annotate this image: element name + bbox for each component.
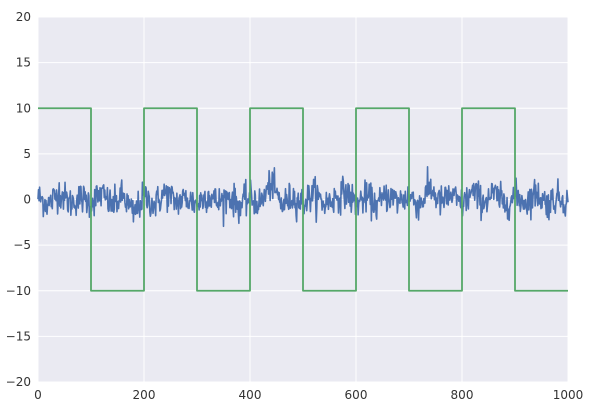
y-tick-label: −10 [6, 284, 31, 298]
series-square-wave-line [38, 107, 568, 292]
y-tick-label: 10 [16, 101, 31, 115]
y-tick-label: 20 [16, 10, 31, 24]
x-tick-label: 400 [239, 388, 262, 402]
x-tick-label: 800 [451, 388, 474, 402]
x-tick-label: 600 [345, 388, 368, 402]
y-tick-label: −20 [6, 375, 31, 389]
y-tick-label: −15 [6, 329, 31, 343]
x-tick-label: 200 [133, 388, 156, 402]
x-tick-label: 1000 [553, 388, 584, 402]
series-group [37, 107, 569, 292]
y-tick-label: 5 [23, 147, 31, 161]
y-tick-label: −5 [13, 238, 31, 252]
y-axis-ticks: −20 −15 −10 −5 0 5 10 15 20 [6, 10, 31, 389]
x-tick-label: 0 [34, 388, 42, 402]
y-tick-label: 15 [16, 56, 31, 70]
y-tick-label: 0 [23, 193, 31, 207]
x-axis-ticks: 0 200 400 600 800 1000 [34, 388, 583, 402]
